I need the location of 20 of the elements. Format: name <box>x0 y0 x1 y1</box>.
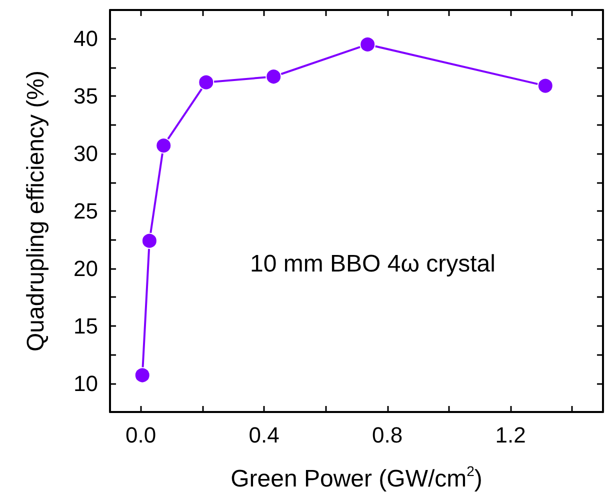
point <box>198 74 214 90</box>
annotation: 10 mm BBO 4ω crystal <box>250 250 496 278</box>
y-tick-label: 35 <box>74 84 98 109</box>
x-tick-label: 0.4 <box>248 422 280 448</box>
y-tick-label: 25 <box>74 198 98 224</box>
x-tick-label: 1.2 <box>495 422 526 448</box>
x-tick-label: 0.0 <box>126 422 156 448</box>
point <box>266 68 282 85</box>
y-tick-label: 15 <box>74 313 98 338</box>
y-tick-label: 40 <box>74 26 98 52</box>
point <box>156 138 172 154</box>
point <box>360 36 376 52</box>
y-axis-title: Quadrupling efficiency (%) <box>22 70 50 352</box>
point <box>141 232 158 249</box>
y-tick-label: 10 <box>74 370 98 396</box>
x-tick-label: 0.8 <box>372 422 403 448</box>
point <box>134 367 150 384</box>
point <box>537 78 554 94</box>
y-tick-label: 20 <box>74 256 98 281</box>
y-tick-label: 30 <box>74 141 98 166</box>
